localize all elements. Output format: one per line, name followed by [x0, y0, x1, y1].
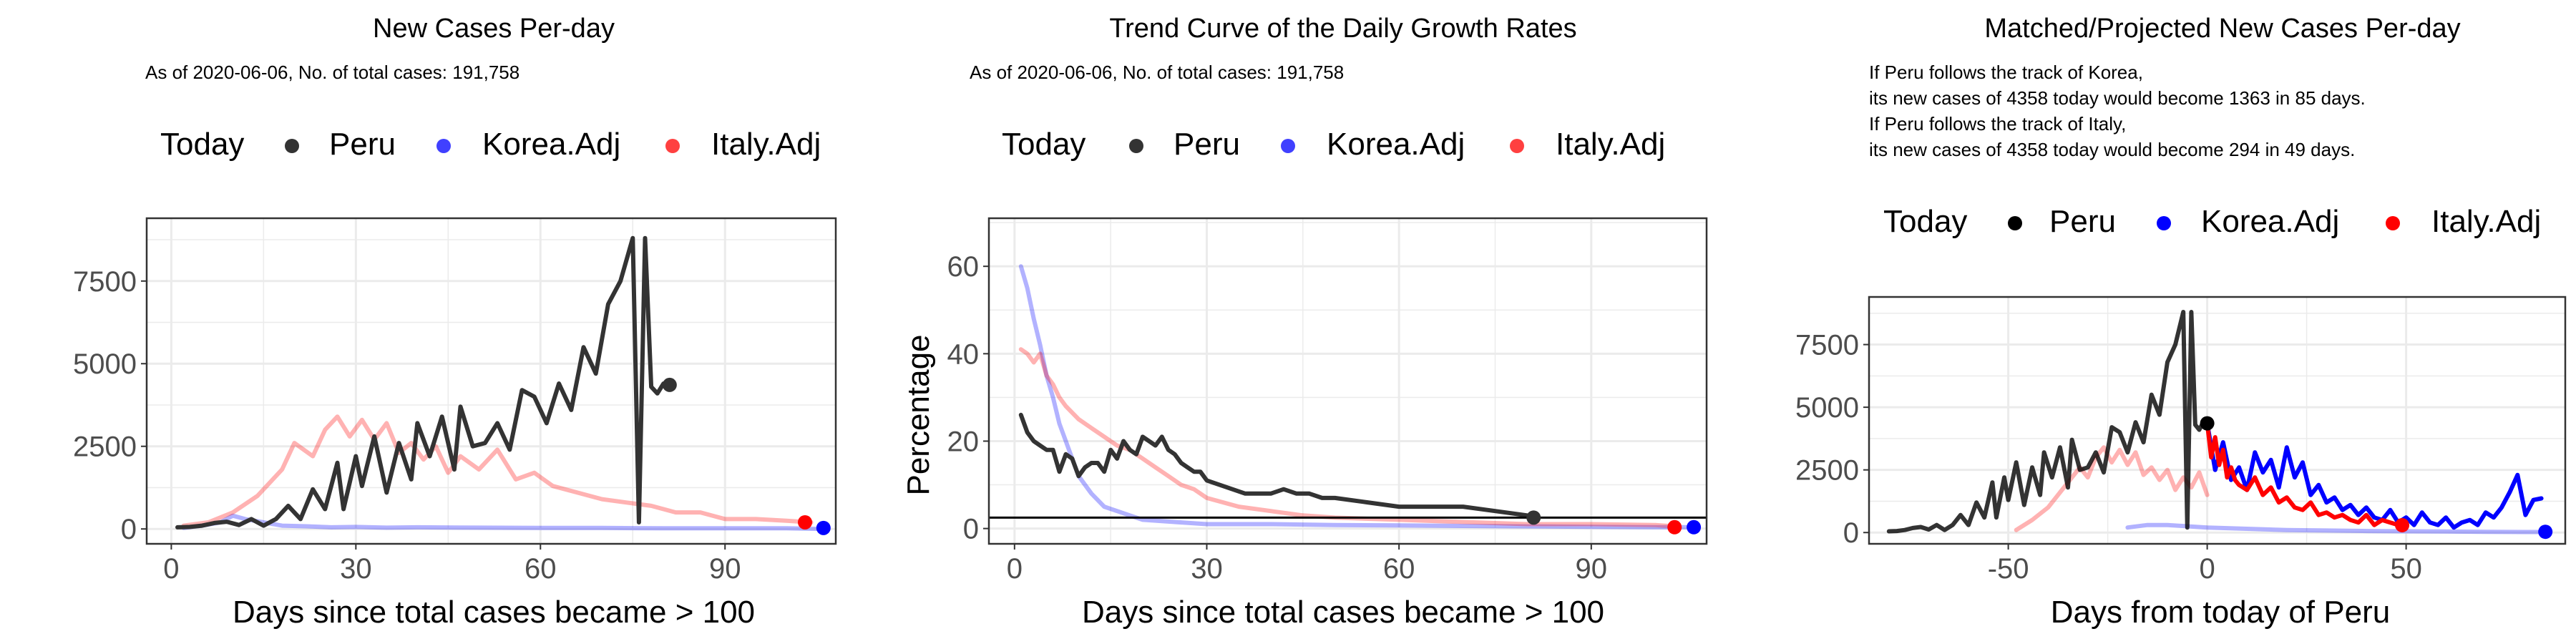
panel-title: Trend Curve of the Daily Growth Rates — [1109, 14, 1576, 44]
today-point-peru — [2200, 416, 2215, 431]
x-tick-label: 0 — [163, 553, 179, 585]
today-point-italy-adj — [798, 514, 813, 530]
projection-note: If Peru follows the track of Korea, — [1869, 62, 2143, 83]
x-axis-label: Days since total cases became > 100 — [233, 595, 755, 630]
y-tick-label: 7500 — [73, 266, 137, 298]
panel-projected: Matched/Projected New Cases Per-day If P… — [1795, 14, 2567, 630]
y-tick-label: 5000 — [73, 348, 137, 380]
y-tick-label: 40 — [947, 338, 980, 370]
plot-area: 0 30 60 90 0 20 40 60 — [947, 217, 1708, 585]
x-tick-label: 50 — [2390, 553, 2422, 585]
x-tick-label: 0 — [2199, 553, 2215, 585]
y-tick-label: 60 — [947, 251, 980, 283]
plot-area: -50 0 50 0 2500 5000 7500 — [1795, 296, 2567, 585]
x-tick-label: 30 — [340, 553, 372, 585]
legend-title: Today — [160, 127, 244, 162]
panel-border — [1868, 296, 2567, 545]
y-tick-label: 0 — [963, 514, 979, 545]
series-line-peru — [1886, 310, 2210, 534]
today-point-italy-adj — [2395, 517, 2410, 532]
x-axis-label: Days from today of Peru — [2051, 595, 2390, 630]
x-tick-label: 90 — [1576, 553, 1608, 585]
panel-title: New Cases Per-day — [373, 14, 615, 44]
today-point-italy-adj — [1667, 519, 1682, 535]
legend-peru-label: Peru — [329, 127, 396, 162]
x-tick-label: 60 — [1383, 553, 1415, 585]
legend-peru-label: Peru — [1174, 127, 1240, 162]
y-tick-label: 2500 — [73, 431, 137, 463]
series-line-korea-adj — [181, 513, 826, 532]
series-line-korea-adj — [1018, 264, 1697, 530]
legend-peru-marker — [2008, 216, 2022, 230]
panel-title: Matched/Projected New Cases Per-day — [1984, 14, 2460, 44]
legend-korea-marker — [2157, 216, 2171, 230]
legend-peru-marker — [285, 139, 299, 153]
series-line-italy-adj-projected — [2205, 421, 2404, 527]
legend-italy-marker — [665, 139, 680, 153]
panel-border — [145, 217, 837, 545]
today-point-peru — [1526, 510, 1541, 525]
panel-subtitle: As of 2020-06-06, No. of total cases: 19… — [145, 62, 519, 83]
series-line-italy-adj — [181, 414, 814, 528]
panel-new-cases: New Cases Per-day As of 2020-06-06, No. … — [73, 14, 837, 630]
legend-korea-label: Korea.Adj — [2201, 204, 2339, 239]
x-tick-label: 90 — [709, 553, 741, 585]
projection-note: its new cases of 4358 today would become… — [1869, 87, 2366, 109]
x-tick-label: 60 — [525, 553, 557, 585]
series-line-peru — [175, 235, 672, 530]
panel-border — [987, 217, 1708, 545]
legend-title: Today — [1883, 204, 1967, 239]
y-tick-label: 2500 — [1795, 455, 1859, 487]
x-tick-label: 0 — [1007, 553, 1023, 585]
legend-peru-marker — [1129, 139, 1143, 153]
legend-korea-label: Korea.Adj — [482, 127, 620, 162]
y-axis-label: Percentage — [901, 334, 936, 495]
legend-korea-label: Korea.Adj — [1327, 127, 1465, 162]
today-point-korea-adj — [1687, 519, 1702, 535]
series-line-korea-adj-projected — [2205, 421, 2544, 530]
legend-title: Today — [1002, 127, 1085, 162]
today-point-peru — [662, 377, 677, 392]
legend-italy-label: Italy.Adj — [2431, 204, 2541, 239]
legend-italy-label: Italy.Adj — [711, 127, 821, 162]
series-line-peru — [1018, 412, 1530, 518]
x-tick-label: -50 — [1988, 553, 2029, 585]
legend-korea-marker — [1281, 139, 1295, 153]
series-line-italy-adj — [1018, 347, 1677, 529]
plot-area: 0 30 60 90 0 2500 5000 7500 — [73, 217, 837, 585]
projection-note: If Peru follows the track of Italy, — [1869, 113, 2126, 135]
y-tick-label: 7500 — [1795, 330, 1859, 361]
series-line-korea-adj — [2125, 522, 2548, 535]
x-tick-label: 30 — [1191, 553, 1223, 585]
legend-peru-label: Peru — [2049, 204, 2116, 239]
projection-note: its new cases of 4358 today would become… — [1869, 139, 2355, 160]
y-tick-label: 20 — [947, 426, 980, 457]
panel-growth-rates: Trend Curve of the Daily Growth Rates As… — [901, 14, 1708, 630]
y-tick-label: 0 — [121, 514, 137, 545]
projection-notes: If Peru follows the track of Korea, its … — [1869, 62, 2366, 160]
legend-korea-marker — [436, 139, 451, 153]
legend-italy-marker — [1510, 139, 1524, 153]
legend-italy-label: Italy.Adj — [1556, 127, 1665, 162]
today-point-korea-adj — [816, 520, 831, 535]
legend: Today Peru Korea.Adj Italy.Adj — [1883, 204, 2541, 239]
x-axis-label: Days since total cases became > 100 — [1082, 595, 1604, 630]
panel-subtitle: As of 2020-06-06, No. of total cases: 19… — [970, 62, 1344, 83]
today-point-korea-adj — [2538, 525, 2553, 540]
y-tick-label: 0 — [1843, 517, 1859, 549]
legend: Today Peru Korea.Adj Italy.Adj — [160, 127, 821, 162]
legend: Today Peru Korea.Adj Italy.Adj — [1002, 127, 1665, 162]
legend-italy-marker — [2386, 216, 2400, 230]
y-tick-label: 5000 — [1795, 392, 1859, 424]
